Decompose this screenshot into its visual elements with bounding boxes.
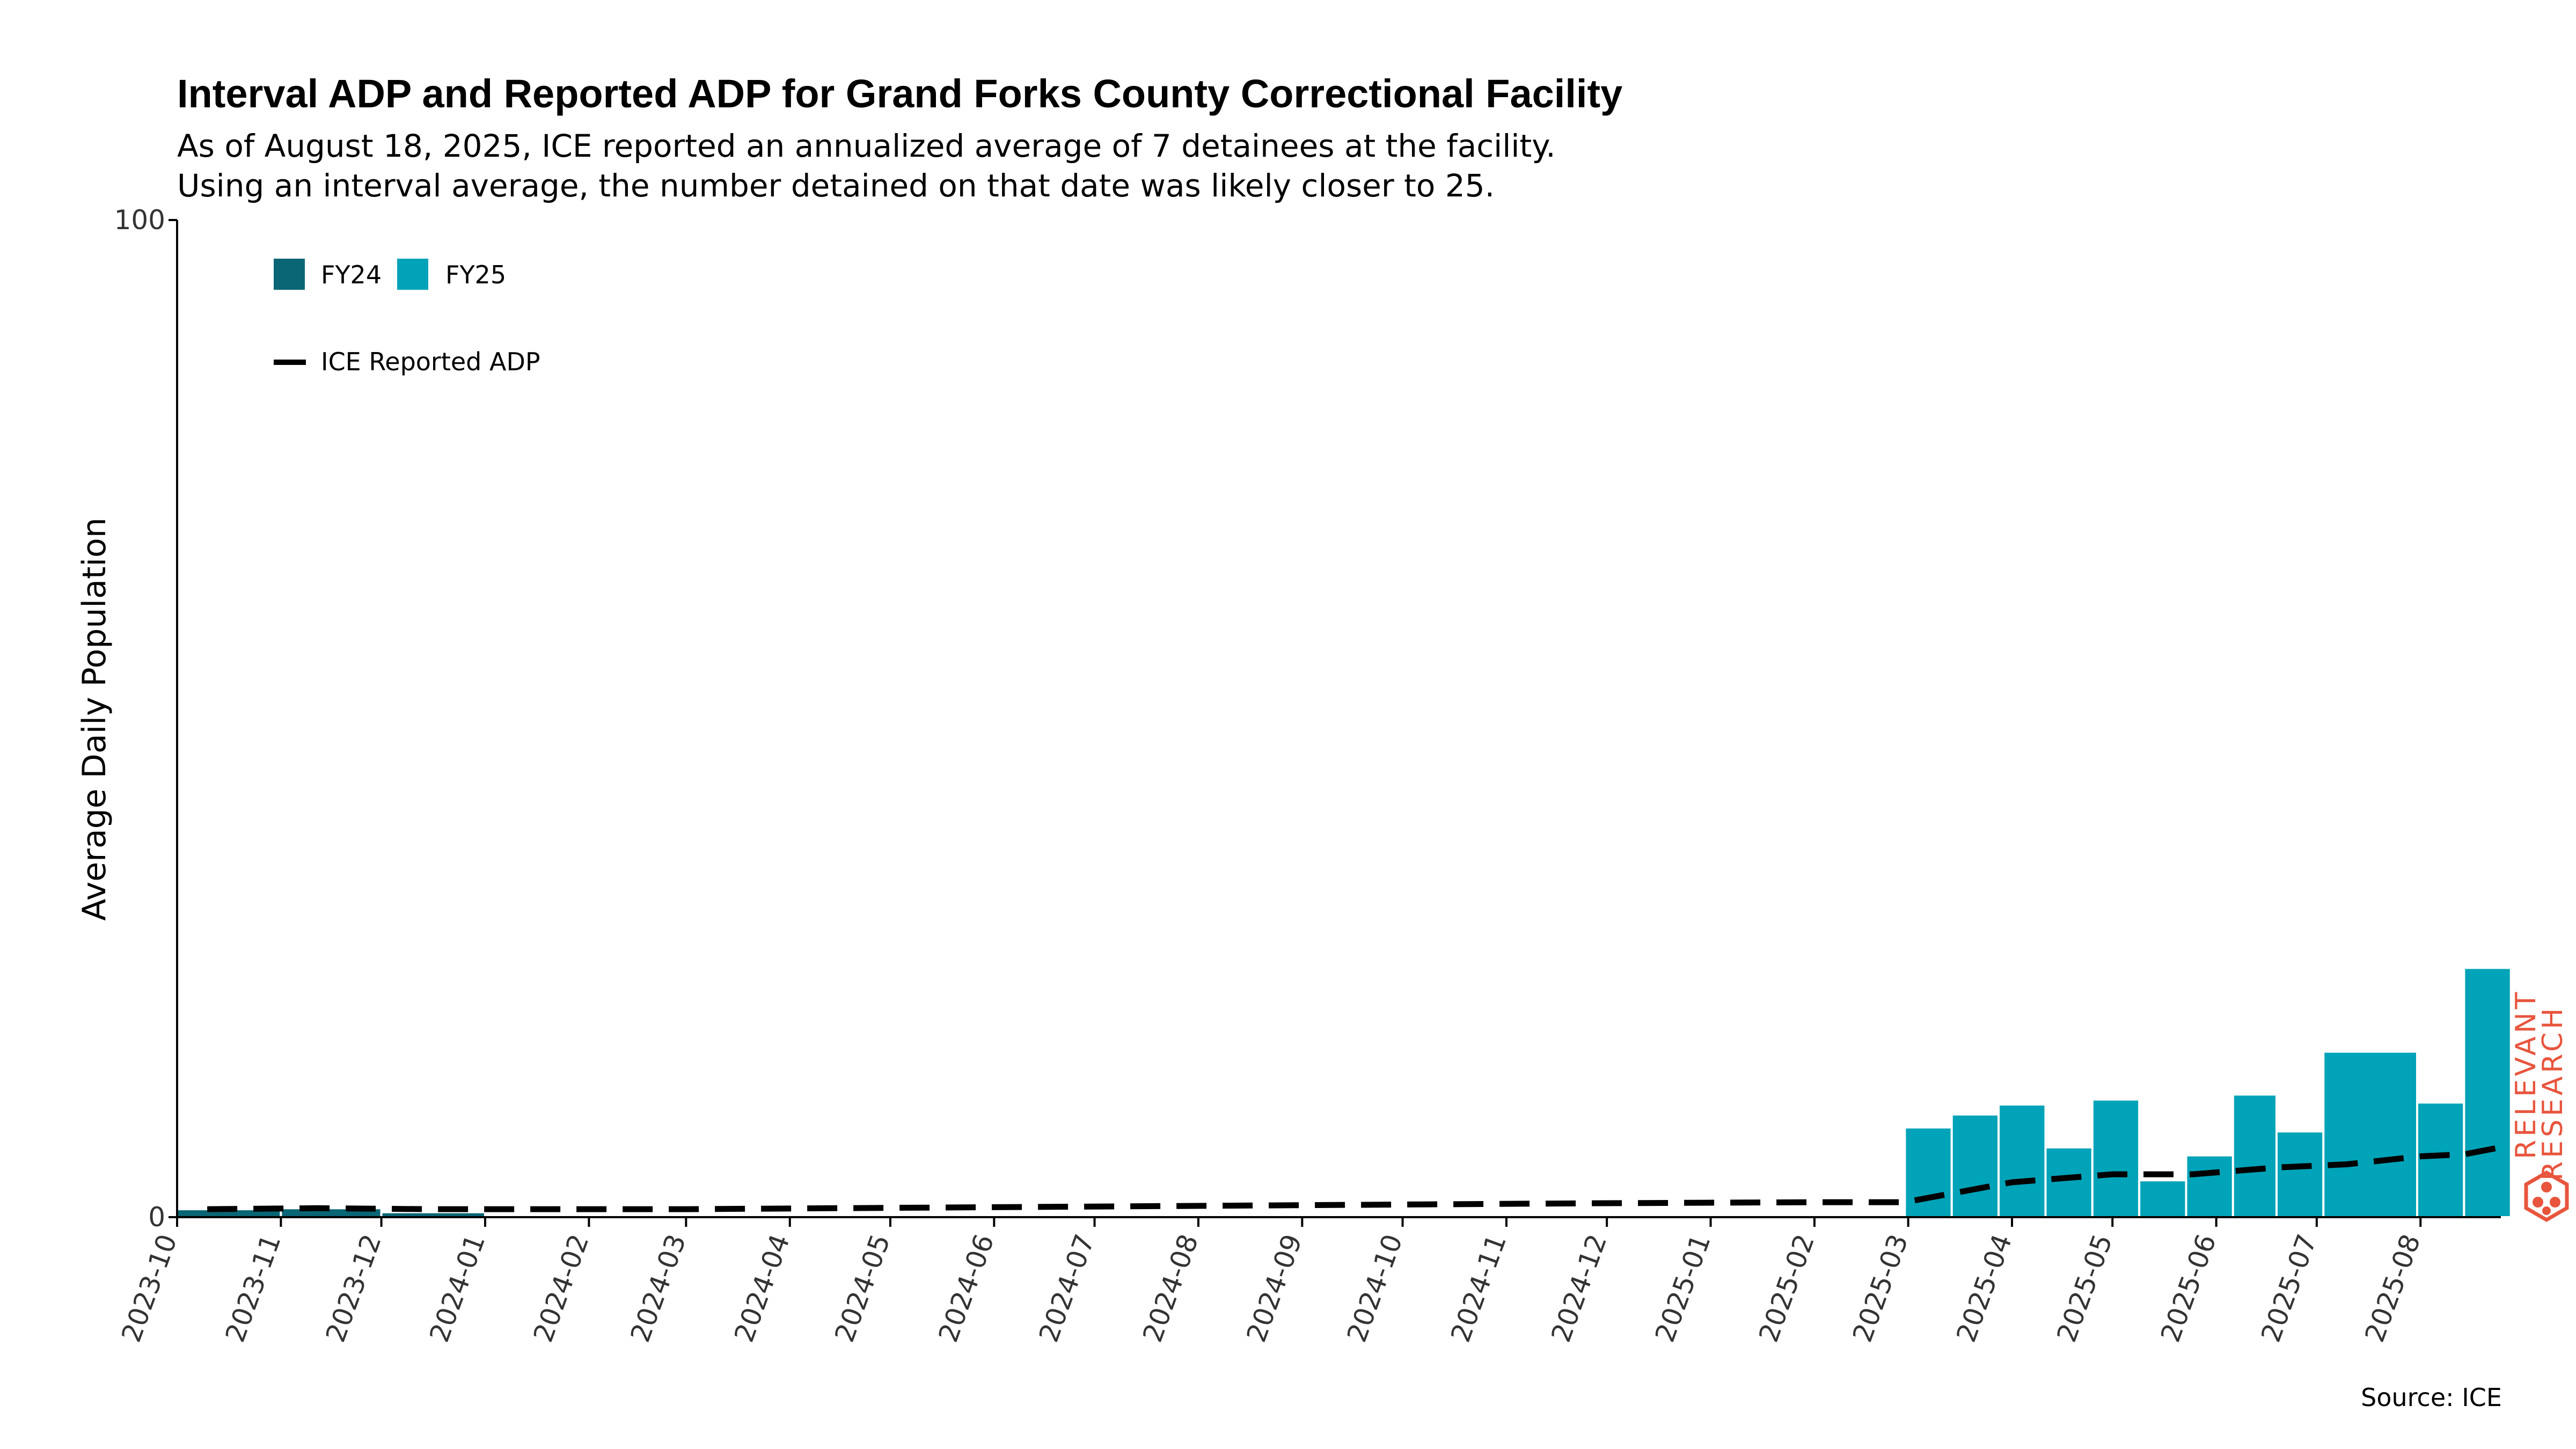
- x-tick-label-2024-12: 2024-12: [1545, 1230, 1613, 1346]
- relevant-research-logo: RELEVANT RESEARCH: [2510, 989, 2569, 1223]
- chart-subtitle-line-1: As of August 18, 2025, ICE reported an a…: [177, 128, 1556, 164]
- bar-fy25-3: [1904, 1126, 1953, 1219]
- bar-fy25-7: [2091, 1098, 2141, 1219]
- series-line-ice-reported-adp: [207, 1142, 2512, 1212]
- source-note: Source: ICE: [2361, 1383, 2502, 1412]
- logo-text-line-2: RESEARCH: [2537, 1005, 2569, 1181]
- legend-label-reported: ICE Reported ADP: [321, 347, 540, 376]
- legend-label-fy25: FY25: [445, 260, 506, 289]
- x-tick-label-2024-11: 2024-11: [1445, 1230, 1512, 1346]
- x-tick-label-2024-07: 2024-07: [1033, 1230, 1101, 1346]
- x-tick-label-2025-03: 2025-03: [1847, 1230, 1914, 1346]
- bar-fy25-14: [2463, 967, 2512, 1218]
- x-tick-label-2024-10: 2024-10: [1341, 1230, 1409, 1346]
- logo-text-line-1: RELEVANT: [2510, 989, 2542, 1159]
- bar-fy25-12: [2322, 1050, 2419, 1219]
- legend-swatch-fy24: [274, 259, 305, 290]
- x-tick-label-2025-07: 2025-07: [2255, 1230, 2323, 1346]
- bar-fy25-10: [2231, 1093, 2278, 1218]
- chart-title: Interval ADP and Reported ADP for Grand …: [177, 71, 1622, 116]
- bar-fy25-9: [2185, 1154, 2234, 1218]
- x-tick-label-2025-04: 2025-04: [1950, 1230, 2018, 1346]
- legend: FY24 FY25 ICE Reported ADP: [274, 259, 540, 376]
- x-tick-label-2023-10: 2023-10: [115, 1230, 183, 1346]
- x-tick-label-2024-04: 2024-04: [728, 1230, 796, 1346]
- bar-fy25-11: [2275, 1130, 2325, 1218]
- x-tick-label-2025-08: 2025-08: [2359, 1230, 2427, 1346]
- legend-label-fy24: FY24: [321, 260, 382, 289]
- y-tick-label-0: 0: [148, 1202, 165, 1233]
- bar-fy25-8: [2138, 1179, 2187, 1218]
- x-tick-label-2023-11: 2023-11: [219, 1230, 287, 1346]
- x-tick-label-2024-09: 2024-09: [1241, 1230, 1308, 1346]
- x-tick-label-2024-01: 2024-01: [423, 1230, 491, 1346]
- legend-swatch-fy25: [397, 259, 428, 290]
- x-tick-label-2023-12: 2023-12: [320, 1230, 387, 1346]
- x-tick-label-2025-01: 2025-01: [1649, 1230, 1717, 1346]
- bar-fy25-6: [2044, 1146, 2094, 1218]
- bar-fy25-13: [2416, 1101, 2465, 1219]
- chart-subtitle-line-2: Using an interval average, the number de…: [177, 167, 1495, 204]
- x-tick-label-2025-02: 2025-02: [1753, 1230, 1820, 1346]
- y-tick-label-100: 100: [114, 204, 165, 236]
- x-tick-label-2024-08: 2024-08: [1137, 1230, 1204, 1346]
- x-tick-label-2024-03: 2024-03: [625, 1230, 692, 1346]
- x-tick-label-2025-06: 2025-06: [2155, 1230, 2222, 1346]
- bar-fy25-4: [1950, 1113, 2000, 1218]
- x-tick-label-2025-05: 2025-05: [2051, 1230, 2119, 1346]
- y-axis-label: Average Daily Population: [76, 517, 113, 921]
- x-tick-label-2024-02: 2024-02: [528, 1230, 595, 1346]
- bar-fy25-5: [1997, 1103, 2047, 1218]
- x-tick-label-2024-06: 2024-06: [933, 1230, 1000, 1346]
- logo-hexagon-icon: [2524, 1170, 2569, 1223]
- x-tick-label-2024-05: 2024-05: [829, 1230, 896, 1346]
